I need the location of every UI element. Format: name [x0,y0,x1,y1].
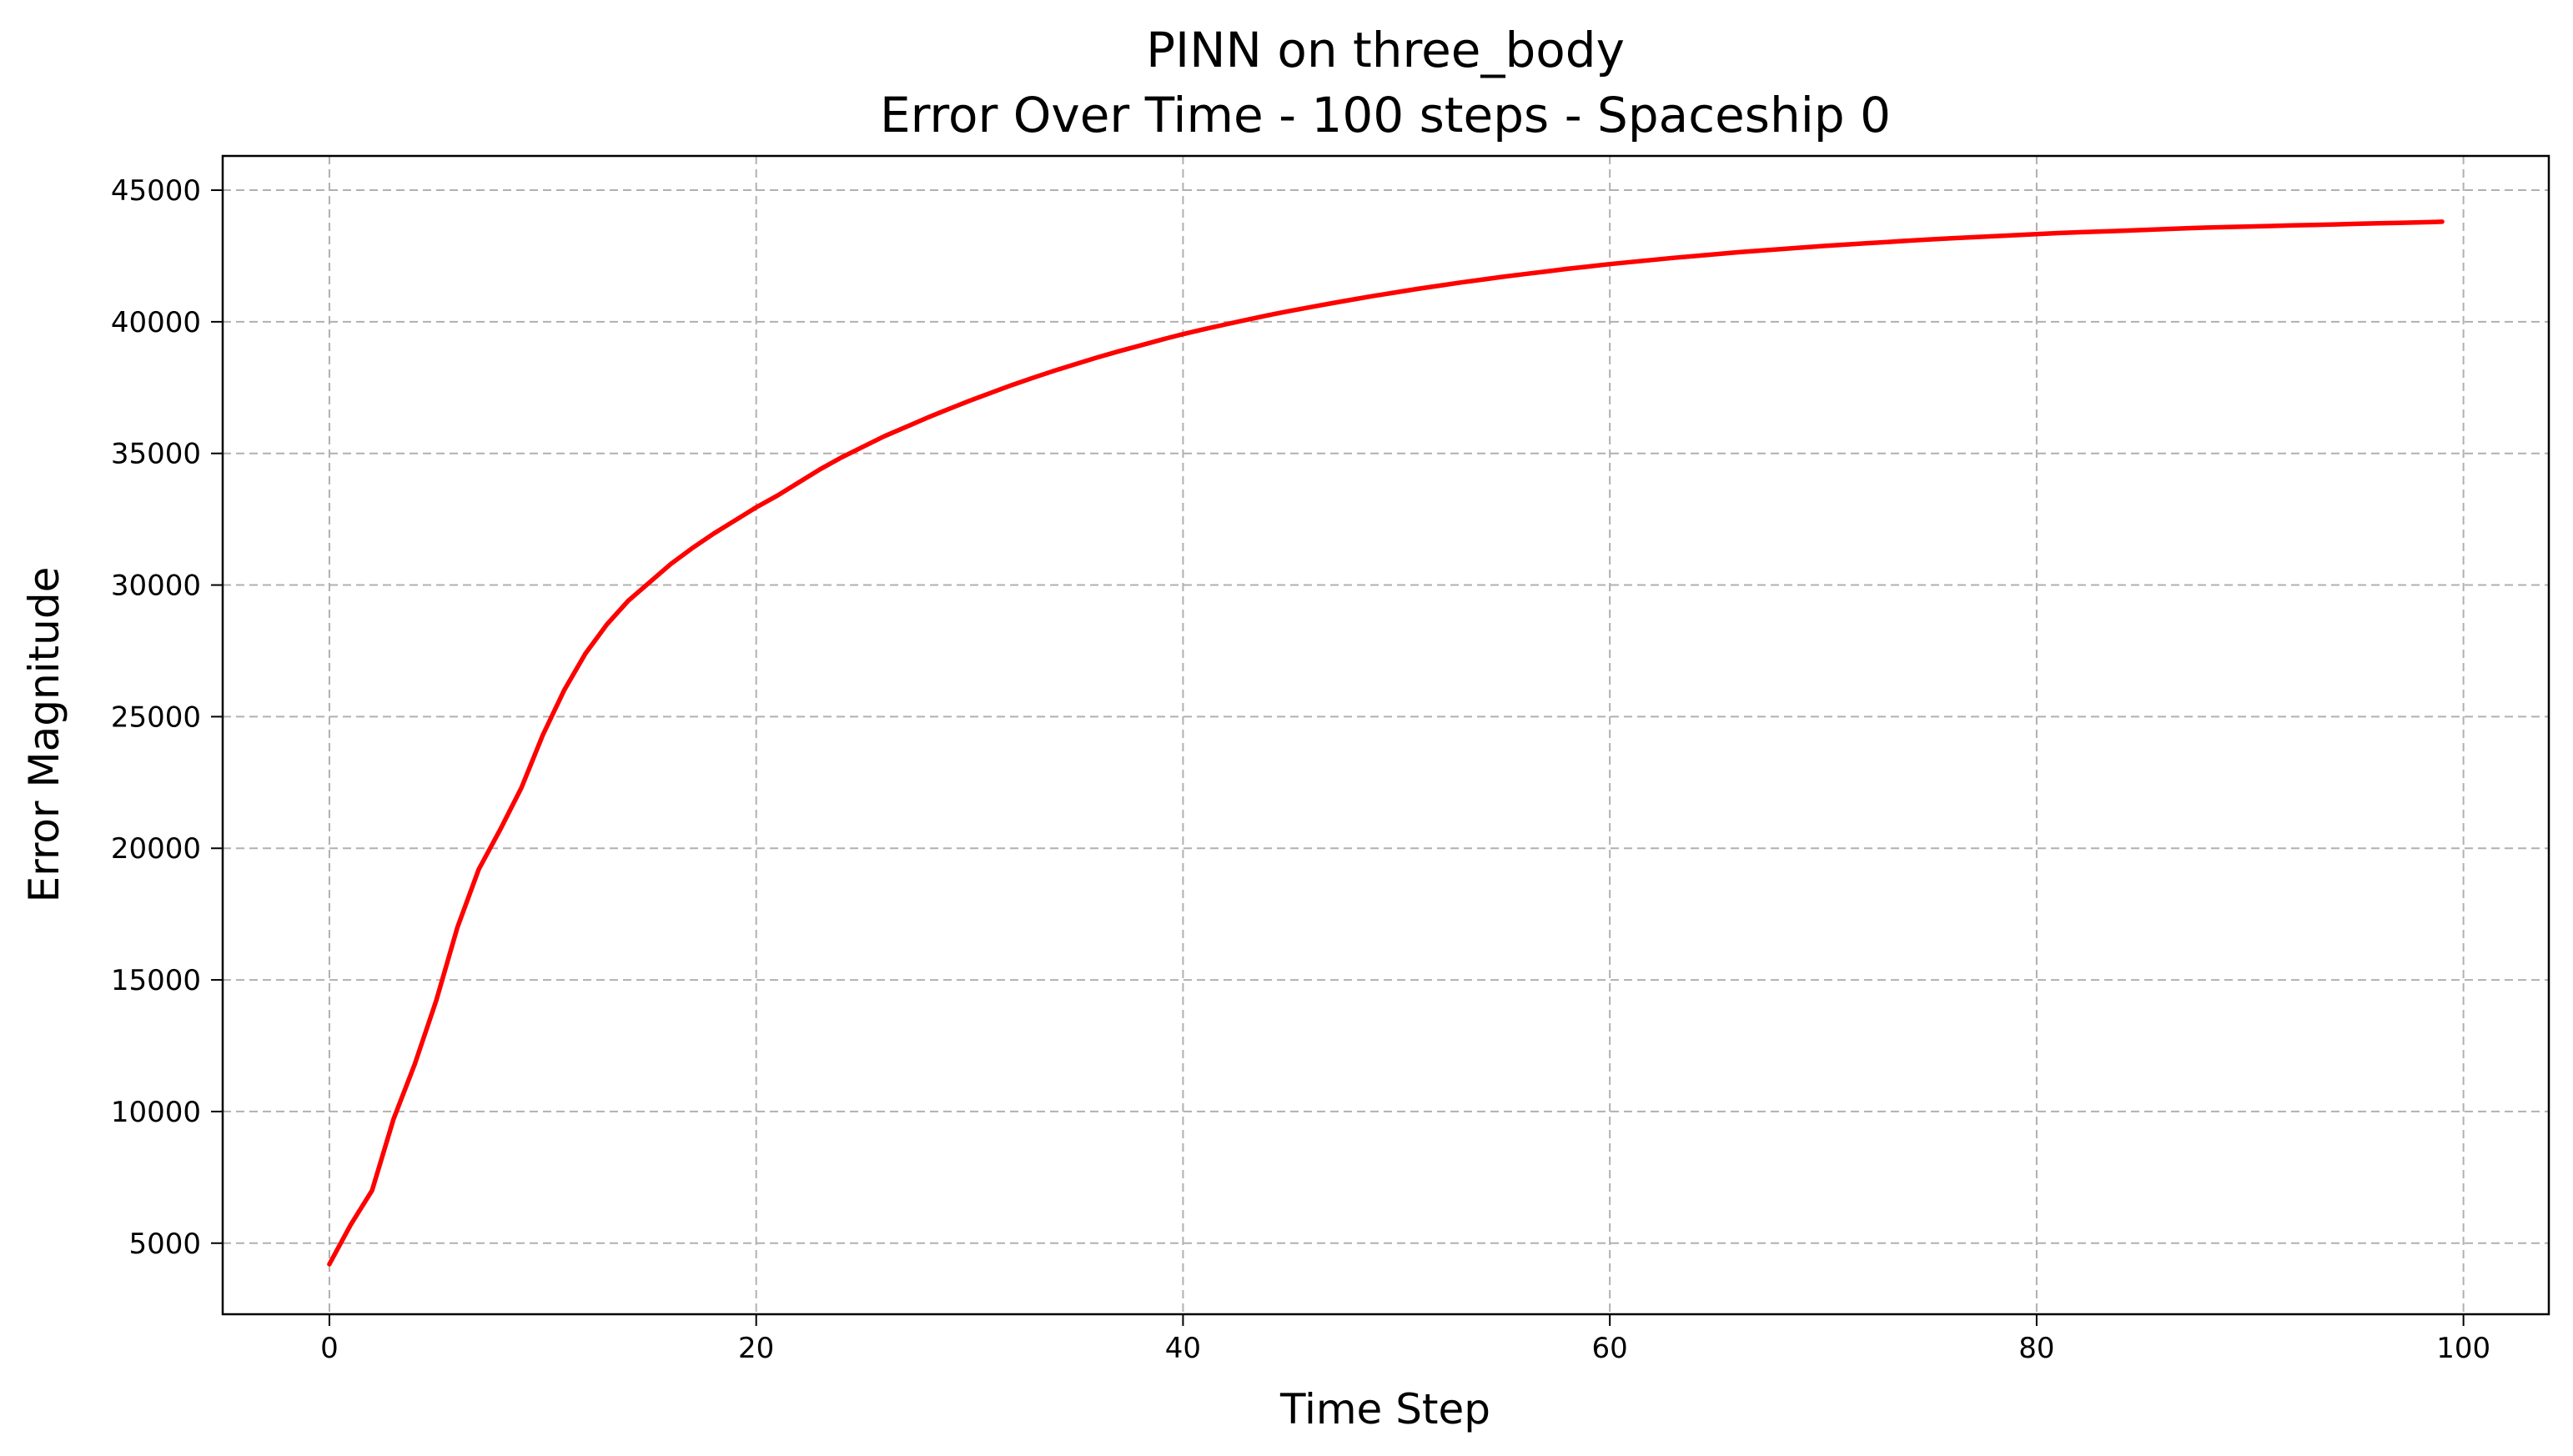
y-tick-label: 45000 [111,174,201,208]
y-tick-label: 25000 [111,700,201,734]
x-tick-label: 40 [1165,1332,1201,1365]
chart-subtitle: Error Over Time - 100 steps - Spaceship … [880,87,1891,143]
y-axis-label: Error Magnitude [20,567,68,903]
x-tick-label: 20 [738,1332,774,1365]
series-line [327,219,2445,1267]
plot-area [327,219,2445,1267]
y-tick-label: 15000 [111,964,201,997]
x-tick-label: 80 [2018,1332,2054,1365]
x-tick-label: 0 [320,1332,339,1365]
y-tick-label: 20000 [111,832,201,866]
y-tick-label: 35000 [111,438,201,471]
y-tick-label: 40000 [111,306,201,339]
axes-frame [221,154,2550,1316]
x-axis-label: Time Step [1279,1385,1490,1433]
chart-title: PINN on three_body [1146,22,1625,78]
y-tick-label: 10000 [111,1096,201,1129]
grid [223,156,2549,1314]
x-tick-label: 100 [2436,1332,2490,1365]
y-tick-label: 30000 [111,570,201,603]
x-tick-label: 60 [1592,1332,1628,1365]
axis-ticks: 0 20 40 60 80 100 5000 10000 15000 20000 25000 3000… [111,174,2490,1365]
y-tick-label: 5000 [128,1228,201,1261]
